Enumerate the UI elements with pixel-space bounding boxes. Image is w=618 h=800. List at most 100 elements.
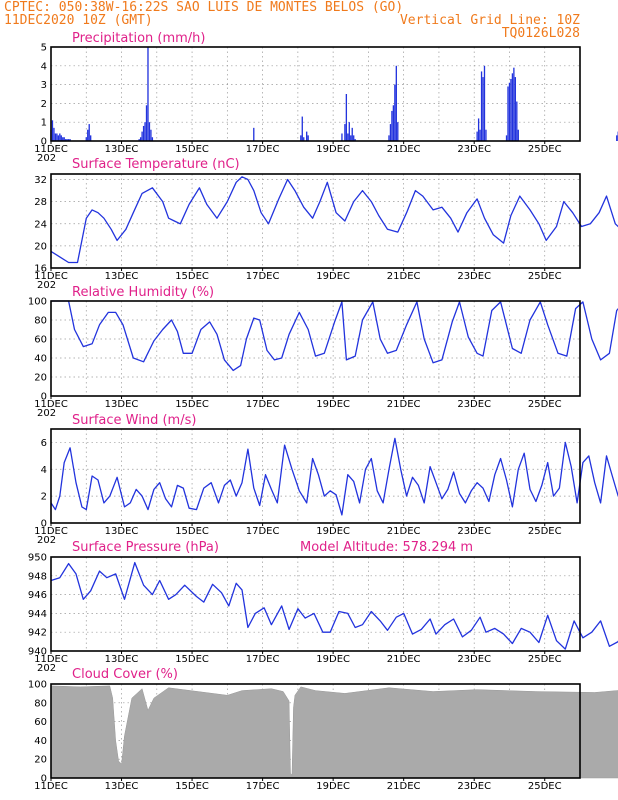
temp-xtick-label: 17DEC [246, 271, 280, 282]
precip-ytick-label: 0 [41, 137, 47, 148]
precip-bar [62, 137, 64, 141]
cloud-ytick-label: 100 [28, 680, 47, 691]
precip-xtick-label: 13DEC [105, 144, 139, 155]
wind-xtick-label: 15DEC [175, 526, 209, 537]
precip-bar [397, 122, 399, 141]
wind-ytick-label: 0 [41, 519, 47, 530]
temp-xtick-label: 11DEC [34, 271, 68, 282]
precip-bar [56, 133, 58, 141]
precip-bar [485, 129, 487, 141]
rh-xtick-label: 13DEC [105, 399, 139, 410]
precip-xtick-label: 23DEC [457, 144, 491, 155]
rh-ytick-label: 60 [34, 335, 47, 346]
cloud-xtick-label: 17DEC [246, 781, 280, 792]
wind-ytick-label: 4 [41, 465, 47, 476]
precip-bar [88, 124, 90, 141]
precip-xtick-label: 21DEC [387, 144, 421, 155]
precip-bar [151, 137, 154, 141]
pres-ytick-label: 944 [28, 609, 47, 620]
precip-bar [394, 84, 396, 141]
precip-bar [513, 67, 515, 141]
header-model-code: TQ0126L028 [502, 26, 580, 41]
wind-line [50, 437, 618, 516]
pres-year-partial: 202 [37, 663, 56, 674]
precip-bar [65, 139, 67, 141]
header-station: CPTEC: 050:38W-16:22S SAO LUIS DE MONTES… [4, 0, 403, 15]
precip-bar [63, 137, 65, 141]
precip-bar [516, 101, 518, 141]
pres-line [50, 561, 618, 650]
pres-xtick-label: 15DEC [175, 654, 209, 665]
precip-bar [354, 139, 356, 141]
precip-bar [69, 139, 71, 141]
temperature-title: Surface Temperature (nC) [72, 157, 240, 172]
wind-xtick-label: 17DEC [246, 526, 280, 537]
cloud-xtick-label: 13DEC [105, 781, 139, 792]
wind-xtick-label: 19DEC [316, 526, 350, 537]
precip-bar [66, 139, 68, 141]
temp-xtick-label: 15DEC [175, 271, 209, 282]
precipitation-panel: Precipitation (mm/h) 0 1 2 3 4 5 11DEC 13DEC 15D… [34, 31, 618, 164]
precip-bar [517, 129, 519, 141]
precip-xtick-label: 25DEC [528, 144, 562, 155]
precip-bar [57, 135, 60, 141]
precip-bar [395, 65, 397, 141]
cloud-xtick-label: 19DEC [316, 781, 350, 792]
cloud-cover-title: Cloud Cover (%) [72, 667, 178, 682]
pres-ytick-label: 940 [28, 647, 47, 658]
precip-xtick-label: 19DEC [316, 144, 350, 155]
pres-frame [50, 556, 581, 652]
precip-bar [480, 71, 483, 141]
wind-panel: Surface Wind (m/s) 0 2 4 6 11DEC 13DEC 15DEC 17… [34, 413, 618, 546]
precip-bar [148, 122, 151, 141]
precip-xtick-label: 11DEC [34, 144, 68, 155]
wind-xtick-label: 13DEC [105, 526, 139, 537]
temp-xtick-label: 25DEC [528, 271, 562, 282]
precip-bar [350, 135, 352, 141]
precip-bar [54, 133, 57, 141]
rh-xtick-label: 23DEC [457, 399, 491, 410]
rh-xtick-label: 21DEC [387, 399, 421, 410]
rh-ytick-label: 20 [34, 373, 47, 384]
precip-bar [476, 131, 478, 141]
precip-ytick-label: 5 [41, 43, 47, 54]
precip-frame [50, 46, 581, 142]
temp-year-partial: 202 [37, 280, 56, 291]
precip-ytick-label: 2 [41, 99, 47, 110]
precip-bar [482, 77, 484, 141]
wind-year-partial: 202 [37, 535, 56, 546]
precip-bar [85, 137, 87, 141]
precip-bar [514, 77, 517, 141]
precip-bar [477, 118, 480, 141]
temp-line [50, 176, 618, 264]
precip-bar [510, 78, 512, 141]
cloud-frame [50, 683, 581, 779]
temp-xtick-label: 23DEC [457, 271, 491, 282]
cloud-ytick-label: 60 [34, 717, 47, 728]
temp-ytick-label: 20 [34, 241, 47, 252]
temp-ytick-label: 24 [34, 219, 47, 230]
precip-bar [353, 135, 355, 141]
pres-xtick-label: 17DEC [246, 654, 280, 665]
precip-bar [87, 129, 89, 141]
temp-frame [50, 173, 581, 269]
precipitation-title: Precipitation (mm/h) [72, 31, 205, 46]
precip-bar [306, 131, 308, 141]
rh-xtick-label: 11DEC [34, 399, 68, 410]
rh-xtick-label: 17DEC [246, 399, 280, 410]
precip-ytick-label: 3 [41, 80, 47, 91]
wind-xtick-label: 11DEC [34, 526, 68, 537]
cloud-xtick-label: 21DEC [387, 781, 421, 792]
temp-ytick-label: 28 [34, 197, 47, 208]
pres-xtick-label: 19DEC [316, 654, 350, 665]
pres-xtick-label: 11DEC [34, 654, 68, 665]
precip-bar [347, 133, 349, 141]
rh-xtick-label: 19DEC [316, 399, 350, 410]
temp-ytick-label: 16 [34, 264, 47, 275]
header-grid-note: Vertical Grid Line: 10Z [400, 13, 580, 28]
rh-xtick-label: 25DEC [528, 399, 562, 410]
pres-xtick-label: 23DEC [457, 654, 491, 665]
wind-ytick-label: 2 [41, 492, 47, 503]
precip-bar [138, 139, 140, 141]
precip-bar [141, 131, 143, 141]
